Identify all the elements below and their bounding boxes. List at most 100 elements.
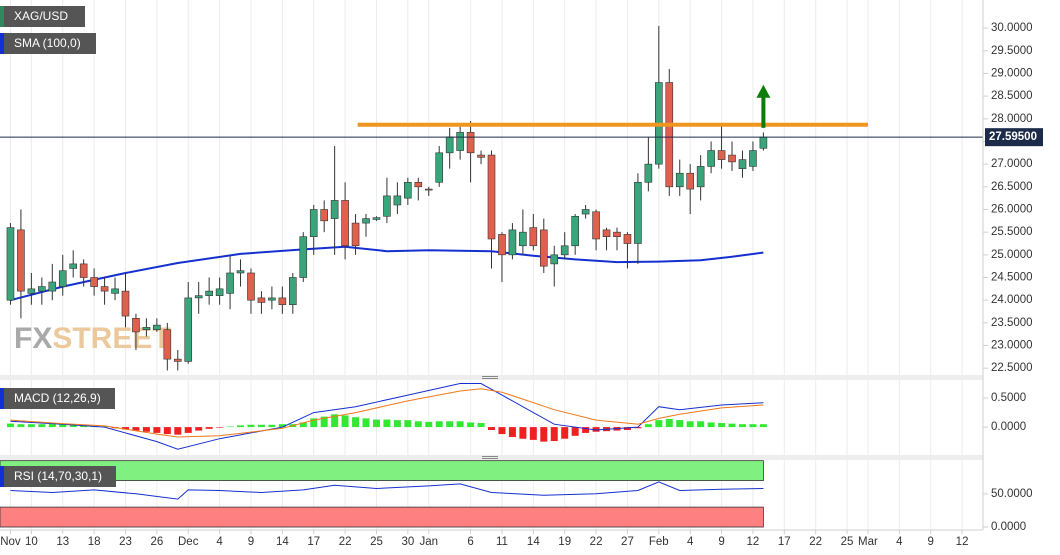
candle-body (466, 132, 475, 154)
macd-bar (331, 414, 339, 428)
macd-bar (27, 424, 35, 428)
macd-bar (341, 415, 349, 428)
macd-panel (6, 383, 767, 450)
macd-bar (561, 427, 569, 439)
candle-body (372, 217, 381, 220)
candle-body (341, 200, 349, 247)
x-tick-label: Mar (858, 536, 878, 548)
macd-bar (519, 427, 527, 439)
watermark-suffix: STREET (52, 322, 170, 355)
candle-body (226, 272, 234, 294)
macd-bar (393, 420, 401, 428)
macd-bar (383, 419, 391, 428)
macd-bar (195, 427, 203, 431)
macd-bar (163, 427, 171, 435)
candle-body (508, 229, 517, 256)
candle-body (665, 82, 674, 188)
candle-body (539, 229, 548, 267)
candle-body (550, 254, 559, 265)
candle-body (247, 272, 255, 301)
y-tick-label: 29.0000 (991, 67, 1033, 79)
rsi-panel (0, 460, 764, 528)
watermark: FXSTREET (14, 322, 171, 355)
macd-bar (17, 424, 25, 428)
candle-body (571, 215, 579, 247)
candle-body (48, 281, 57, 292)
last-price-label: 27.59500 (989, 131, 1037, 143)
candle-body (435, 152, 444, 183)
y-tick-label: 24.0000 (991, 294, 1033, 306)
y-tick-label: 28.0000 (991, 113, 1033, 125)
macd-bar (634, 427, 642, 429)
x-tick-label: 14 (276, 536, 289, 548)
y-tick-label: 0.5000 (991, 392, 1026, 404)
x-tick-label: 27 (621, 536, 634, 548)
x-tick-label: 19 (558, 536, 571, 548)
drag-handle[interactable] (482, 376, 498, 459)
macd-bar (38, 424, 46, 428)
candle-body (27, 288, 36, 294)
x-tick-label: 4 (896, 536, 903, 548)
candle-body (320, 209, 328, 222)
macd-bar (216, 427, 224, 428)
x-tick-label: 12 (956, 536, 969, 548)
candle-body (728, 154, 736, 163)
rsi-band (0, 460, 764, 481)
macd-bar (257, 424, 265, 428)
candle-body (69, 263, 78, 269)
candle-body (257, 297, 266, 303)
macd-bar (655, 420, 663, 428)
y-tick-label: 29.5000 (991, 45, 1033, 57)
x-tick-label: 25 (370, 536, 383, 548)
candle-body (477, 154, 485, 158)
x-tick-label: 17 (307, 536, 320, 548)
macd-bar (759, 424, 767, 428)
macd-bar (540, 427, 548, 442)
legend-text: XAG/USD (14, 9, 68, 23)
price-panel: FXSTREET (6, 25, 868, 371)
candle-body (393, 195, 402, 206)
macd-bar (697, 421, 705, 428)
macd-bar (550, 427, 558, 442)
macd-bar (237, 425, 245, 428)
macd-bar (372, 419, 380, 428)
macd-bar (299, 422, 307, 428)
candle-body (404, 181, 412, 199)
macd-bar (247, 424, 255, 428)
macd-bar (69, 424, 77, 428)
macd-bar (477, 423, 485, 428)
y-tick-label: 30.0000 (991, 22, 1033, 34)
candle-body (592, 211, 600, 240)
legend-stripe (0, 6, 4, 27)
candle-body (560, 245, 569, 256)
rsi-line (10, 481, 764, 500)
macd-bar (184, 427, 192, 433)
macd-bar (153, 427, 161, 433)
y-tick-label: 25.0000 (991, 249, 1033, 261)
macd-bar (686, 421, 694, 428)
legend-stripe (0, 33, 4, 54)
candle-body (173, 358, 182, 362)
macd-bar (728, 423, 736, 428)
macd-bar (623, 427, 631, 430)
candle-body (602, 229, 611, 237)
candle-body (163, 329, 172, 360)
y-tick-label: 26.5000 (991, 181, 1033, 193)
divider (0, 375, 983, 380)
y-tick-label: 50.0000 (991, 488, 1033, 500)
candle-body (268, 297, 276, 301)
candle-body (686, 172, 694, 190)
candle-body (362, 218, 370, 224)
candle-body (759, 136, 768, 149)
candle-body (634, 181, 642, 244)
candle-body (330, 200, 339, 219)
macd-bar (529, 427, 537, 440)
candle-body (351, 222, 360, 247)
macd-bar (749, 424, 757, 428)
candle-body (142, 327, 151, 330)
macd-bar (362, 418, 370, 428)
macd-bar (352, 417, 360, 428)
candle-body (215, 288, 224, 296)
macd-bar (6, 423, 14, 428)
